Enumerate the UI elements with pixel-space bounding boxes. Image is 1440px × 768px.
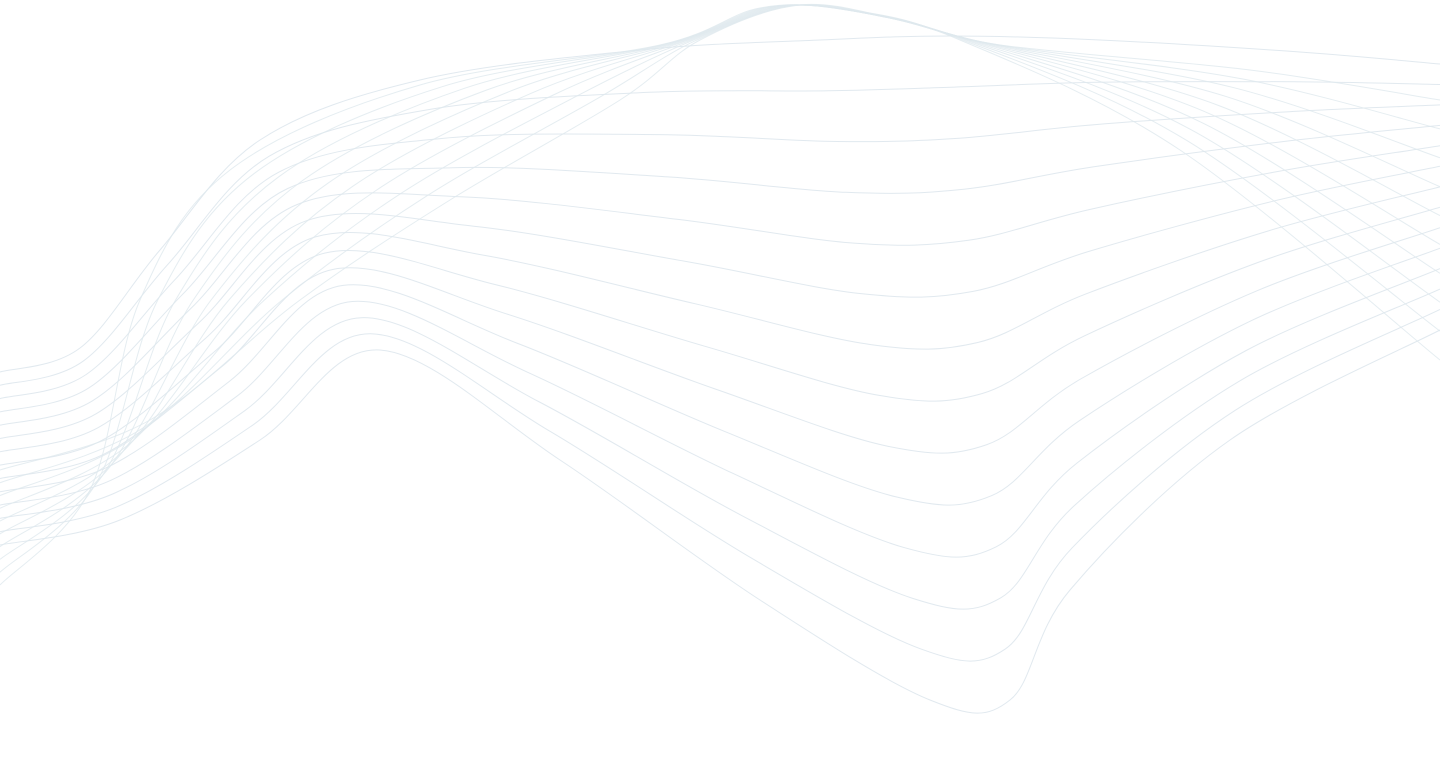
wave-horizontal-lines — [0, 35, 1440, 714]
wave-line — [0, 247, 1440, 506]
wave-line — [0, 104, 1440, 400]
wave-cross-line — [0, 4, 1440, 497]
wave-line — [0, 206, 1440, 466]
wave-cross-line — [0, 4, 1440, 509]
wave-line — [0, 329, 1440, 714]
wave-line — [0, 165, 1440, 439]
wave-cross-line — [0, 4, 1440, 573]
wave-vertical-lines — [0, 3, 1440, 586]
wave-line — [0, 309, 1440, 662]
wave-line — [0, 81, 1440, 386]
wave-cross-line — [0, 4, 1440, 548]
wave-cross-line — [0, 3, 1440, 471]
wave-cross-line — [0, 4, 1440, 560]
wave-cross-line — [0, 4, 1440, 535]
wave-line — [0, 145, 1440, 426]
wave-cross-line — [0, 4, 1440, 586]
wave-line — [0, 288, 1440, 610]
wave-line — [0, 124, 1440, 413]
wave-cross-line — [0, 4, 1440, 522]
wave-cross-line — [0, 4, 1440, 484]
wave-line — [0, 186, 1440, 453]
wave-line — [0, 268, 1440, 558]
